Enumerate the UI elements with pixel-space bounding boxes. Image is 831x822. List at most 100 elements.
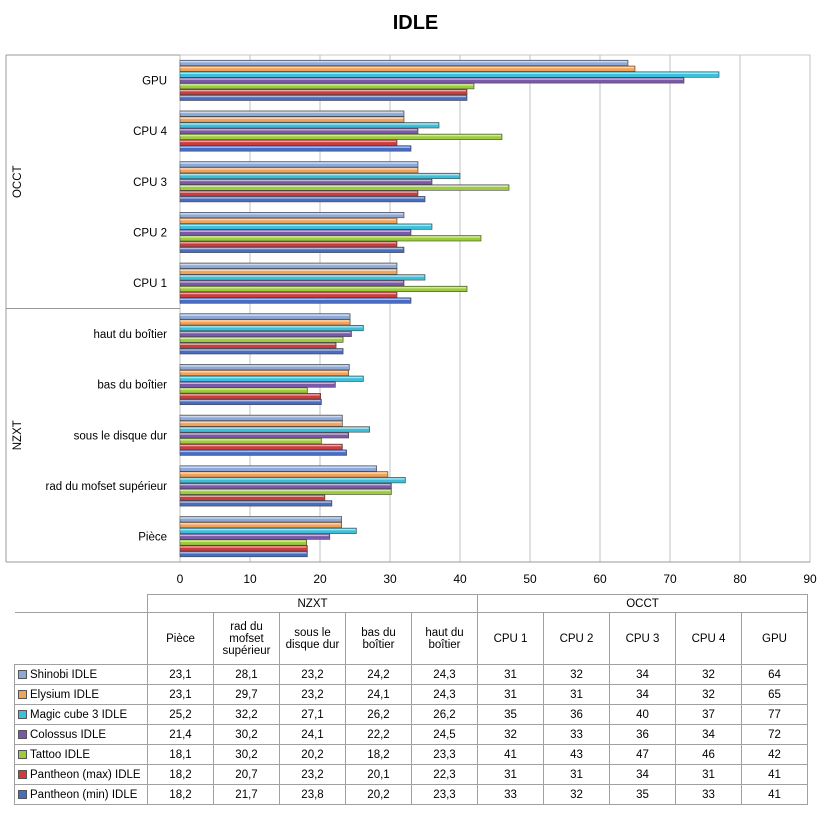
table-row: Pantheon (min) IDLE 18,2 21,7 23,8 20,2 23,3 3… xyxy=(14,784,808,805)
bar-highlight xyxy=(180,174,459,176)
legend-key xyxy=(18,729,27,739)
table-row-label: Tattoo IDLE xyxy=(14,744,148,765)
bar-highlight xyxy=(180,450,346,453)
bar-highlight xyxy=(180,433,348,435)
bar xyxy=(179,77,685,84)
table-cell: 35 xyxy=(609,784,676,805)
y-category-label: GPU xyxy=(142,75,167,87)
bar-highlight xyxy=(180,534,329,537)
table-corner xyxy=(14,612,148,665)
bar xyxy=(179,336,344,343)
table-row-label: Pantheon (min) IDLE xyxy=(14,784,148,805)
bar-highlight xyxy=(180,123,438,125)
table-cell: 37 xyxy=(675,704,742,725)
bar-highlight xyxy=(180,269,396,271)
bar xyxy=(179,364,350,371)
table-cell: 65 xyxy=(741,684,808,705)
bar-highlight xyxy=(180,72,718,74)
bar-highlight xyxy=(180,287,466,289)
bar xyxy=(179,268,398,275)
y-category-label: sous le disque dur xyxy=(74,430,168,442)
table-cell: 32 xyxy=(477,724,544,745)
bar-highlight xyxy=(180,376,363,379)
x-tick-label: 0 xyxy=(177,572,184,586)
series-name: Shinobi IDLE xyxy=(30,668,98,681)
table-cell: 22,2 xyxy=(345,724,412,745)
table-cell: 29,7 xyxy=(213,684,280,705)
legend-key xyxy=(18,749,27,759)
table-cell: 34 xyxy=(609,664,676,685)
table-cell: 64 xyxy=(741,664,808,685)
bar-highlight xyxy=(180,466,376,468)
y-category-label: Pièce xyxy=(138,532,167,544)
table-cell: 46 xyxy=(675,744,742,765)
table-cell: 33 xyxy=(477,784,544,805)
y-category-label: rad du mofset supérieur xyxy=(46,481,168,493)
bar-highlight xyxy=(180,382,335,384)
bar xyxy=(179,178,433,185)
table-cell: 18,2 xyxy=(147,784,214,805)
y-category-label: CPU 4 xyxy=(133,126,167,138)
x-tick-label: 50 xyxy=(523,572,537,586)
table-cell: 33 xyxy=(675,784,742,805)
bar-highlight xyxy=(180,478,405,480)
table-cell: 31 xyxy=(477,764,544,785)
table-cell: 18,2 xyxy=(147,764,214,785)
table-cell: 31 xyxy=(477,684,544,705)
bar-highlight xyxy=(180,191,417,193)
bar xyxy=(179,381,336,388)
bar-highlight xyxy=(180,439,321,441)
bar xyxy=(179,229,412,236)
table-cell: 43 xyxy=(543,744,610,765)
table-cell: 25,2 xyxy=(147,704,214,725)
table-cell: 23,1 xyxy=(147,684,214,705)
table-cell: 21,7 xyxy=(213,784,280,805)
bar-highlight xyxy=(180,552,307,554)
bar-highlight xyxy=(180,179,431,182)
x-tick-label: 60 xyxy=(593,572,607,586)
table-column-header: CPU 4 xyxy=(675,612,742,665)
table-cell: 35 xyxy=(477,704,544,725)
bar-highlight xyxy=(180,224,431,227)
table-cell: 40 xyxy=(609,704,676,725)
table-cell: 36 xyxy=(543,704,610,725)
table-cell: 47 xyxy=(609,744,676,765)
bar xyxy=(179,449,347,456)
table-cell: 26,2 xyxy=(345,704,412,725)
bar xyxy=(179,145,412,152)
bar-highlight xyxy=(180,95,466,98)
table-cell: 18,2 xyxy=(345,744,412,765)
bar-highlight xyxy=(180,140,396,143)
bar-highlight xyxy=(180,162,417,164)
table-cell: 32 xyxy=(543,784,610,805)
bar-highlight xyxy=(180,495,324,497)
table-cell: 32 xyxy=(675,664,742,685)
bar-highlight xyxy=(180,546,307,548)
bar-highlight xyxy=(180,343,336,345)
y-category-label: CPU 3 xyxy=(133,177,167,189)
table-column-header: bas du boîtier xyxy=(345,612,412,665)
table-row-label: Colossus IDLE xyxy=(14,724,148,745)
table-cell: 23,2 xyxy=(279,684,346,705)
y-category-label: haut du boîtier xyxy=(93,329,167,341)
bar-highlight xyxy=(180,111,403,114)
y-category-label: CPU 1 xyxy=(133,278,167,290)
table-column-header: CPU 1 xyxy=(477,612,544,665)
x-tick-label: 40 xyxy=(453,572,467,586)
bar xyxy=(179,348,344,355)
y-category-label: CPU 2 xyxy=(133,227,167,239)
bar-highlight xyxy=(180,320,350,322)
table-cell: 20,1 xyxy=(345,764,412,785)
table-column-header: rad du mofset supérieur xyxy=(213,612,280,665)
bar-highlight xyxy=(180,444,342,447)
bar-highlight xyxy=(180,129,417,131)
bar-highlight xyxy=(180,247,403,250)
bar-highlight xyxy=(180,314,350,316)
bar-highlight xyxy=(180,415,342,418)
bar-highlight xyxy=(180,326,363,328)
bar xyxy=(179,94,468,101)
table-cell: 21,4 xyxy=(147,724,214,745)
legend-key xyxy=(18,709,27,719)
bar xyxy=(179,246,405,253)
table-cell: 77 xyxy=(741,704,808,725)
